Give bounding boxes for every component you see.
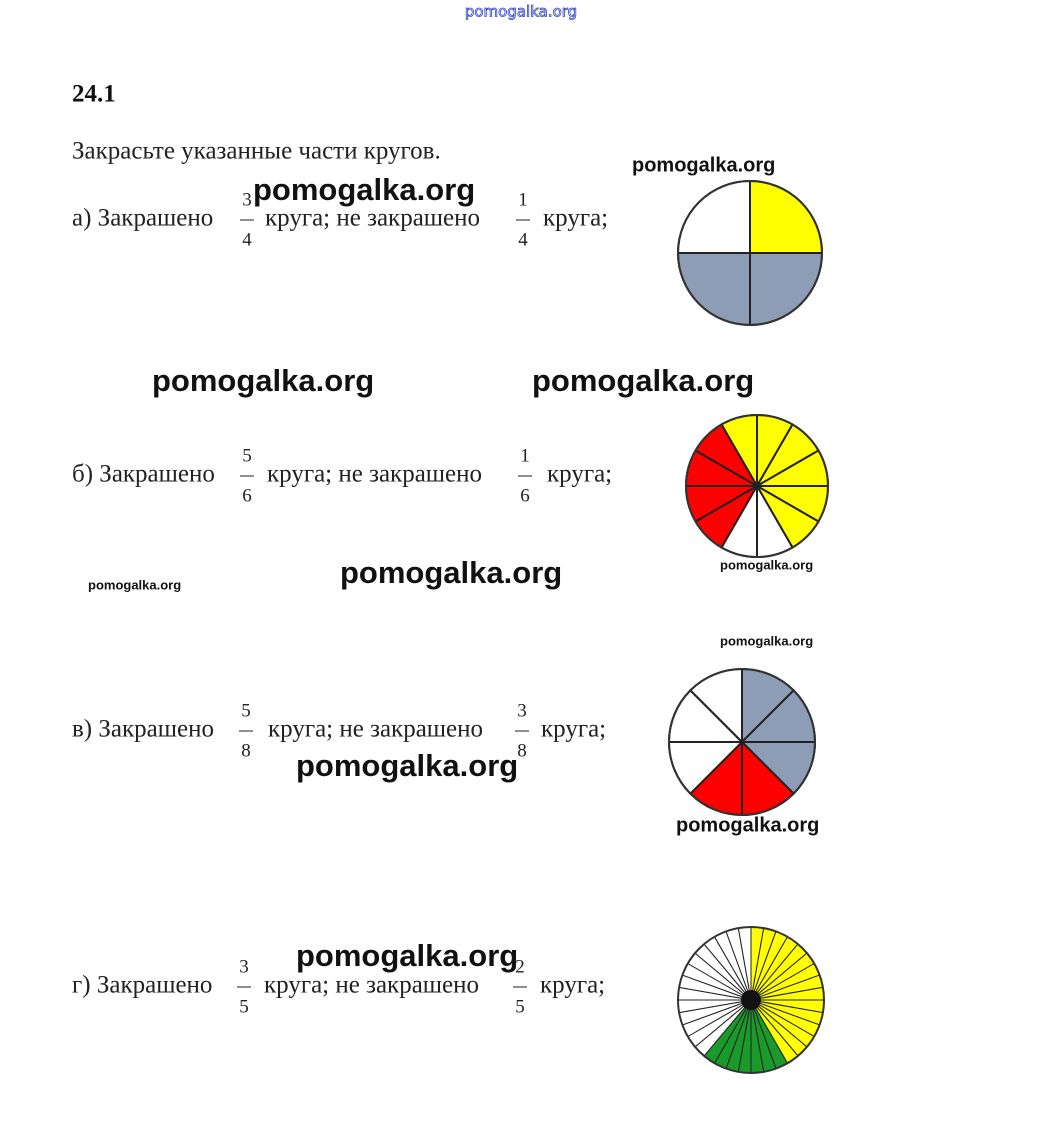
denominator: 6	[520, 485, 530, 506]
watermark: pomogalka.org	[532, 363, 754, 398]
item-text: круга; не закрашено	[268, 716, 483, 743]
instruction: Закрасьте указанные части кругов.	[72, 138, 441, 165]
watermark: pomogalka.org	[296, 748, 518, 783]
watermark: pomogalka.org	[88, 577, 181, 592]
watermark: pomogalka.org	[632, 154, 775, 176]
numerator: 3	[242, 189, 252, 210]
watermark: pomogalka.org	[720, 557, 813, 572]
circle-outline	[685, 414, 829, 558]
circle-outline	[677, 180, 823, 326]
item-end: круга;	[541, 716, 606, 743]
denominator: 5	[239, 996, 249, 1017]
item-label: в) Закрашено	[72, 716, 214, 743]
task-number: 24.1	[72, 81, 116, 108]
numerator: 5	[241, 700, 251, 721]
item-end: круга;	[543, 205, 608, 232]
numerator: 1	[520, 445, 530, 466]
watermark: pomogalka.org	[296, 938, 518, 973]
denominator: 5	[515, 996, 525, 1017]
denominator: 4	[518, 229, 528, 250]
watermark: pomogalka.org	[253, 172, 475, 207]
circle-outline	[677, 926, 825, 1074]
watermark: pomogalka.org	[340, 555, 562, 590]
numerator: 5	[242, 445, 252, 466]
item-text: круга; не закрашено	[265, 205, 480, 232]
denominator: 8	[517, 740, 527, 761]
watermark: pomogalka.org	[676, 814, 819, 836]
item-end: круга;	[540, 972, 605, 999]
denominator: 8	[241, 740, 251, 761]
item-label: б) Закрашено	[72, 461, 215, 488]
numerator: 1	[518, 189, 528, 210]
item-text: круга; не закрашено	[267, 461, 482, 488]
numerator: 3	[239, 956, 249, 977]
denominator: 6	[242, 485, 252, 506]
numerator: 3	[517, 700, 527, 721]
item-end: круга;	[547, 461, 612, 488]
denominator: 4	[242, 229, 252, 250]
watermark: pomogalka.org	[720, 633, 813, 648]
item-label: г) Закрашено	[72, 972, 212, 999]
watermark: pomogalka.org	[152, 363, 374, 398]
item-label: а) Закрашено	[72, 205, 213, 232]
numerator: 2	[515, 956, 525, 977]
circle-center	[741, 990, 761, 1010]
item-text: круга; не закрашено	[264, 972, 479, 999]
site-header: pomogalka.org	[465, 3, 577, 21]
circle-outline	[668, 668, 816, 816]
